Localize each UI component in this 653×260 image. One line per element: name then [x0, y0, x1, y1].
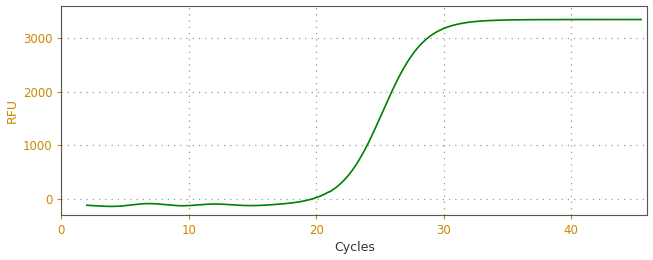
- Y-axis label: RFU: RFU: [6, 98, 18, 123]
- X-axis label: Cycles: Cycles: [334, 242, 375, 255]
